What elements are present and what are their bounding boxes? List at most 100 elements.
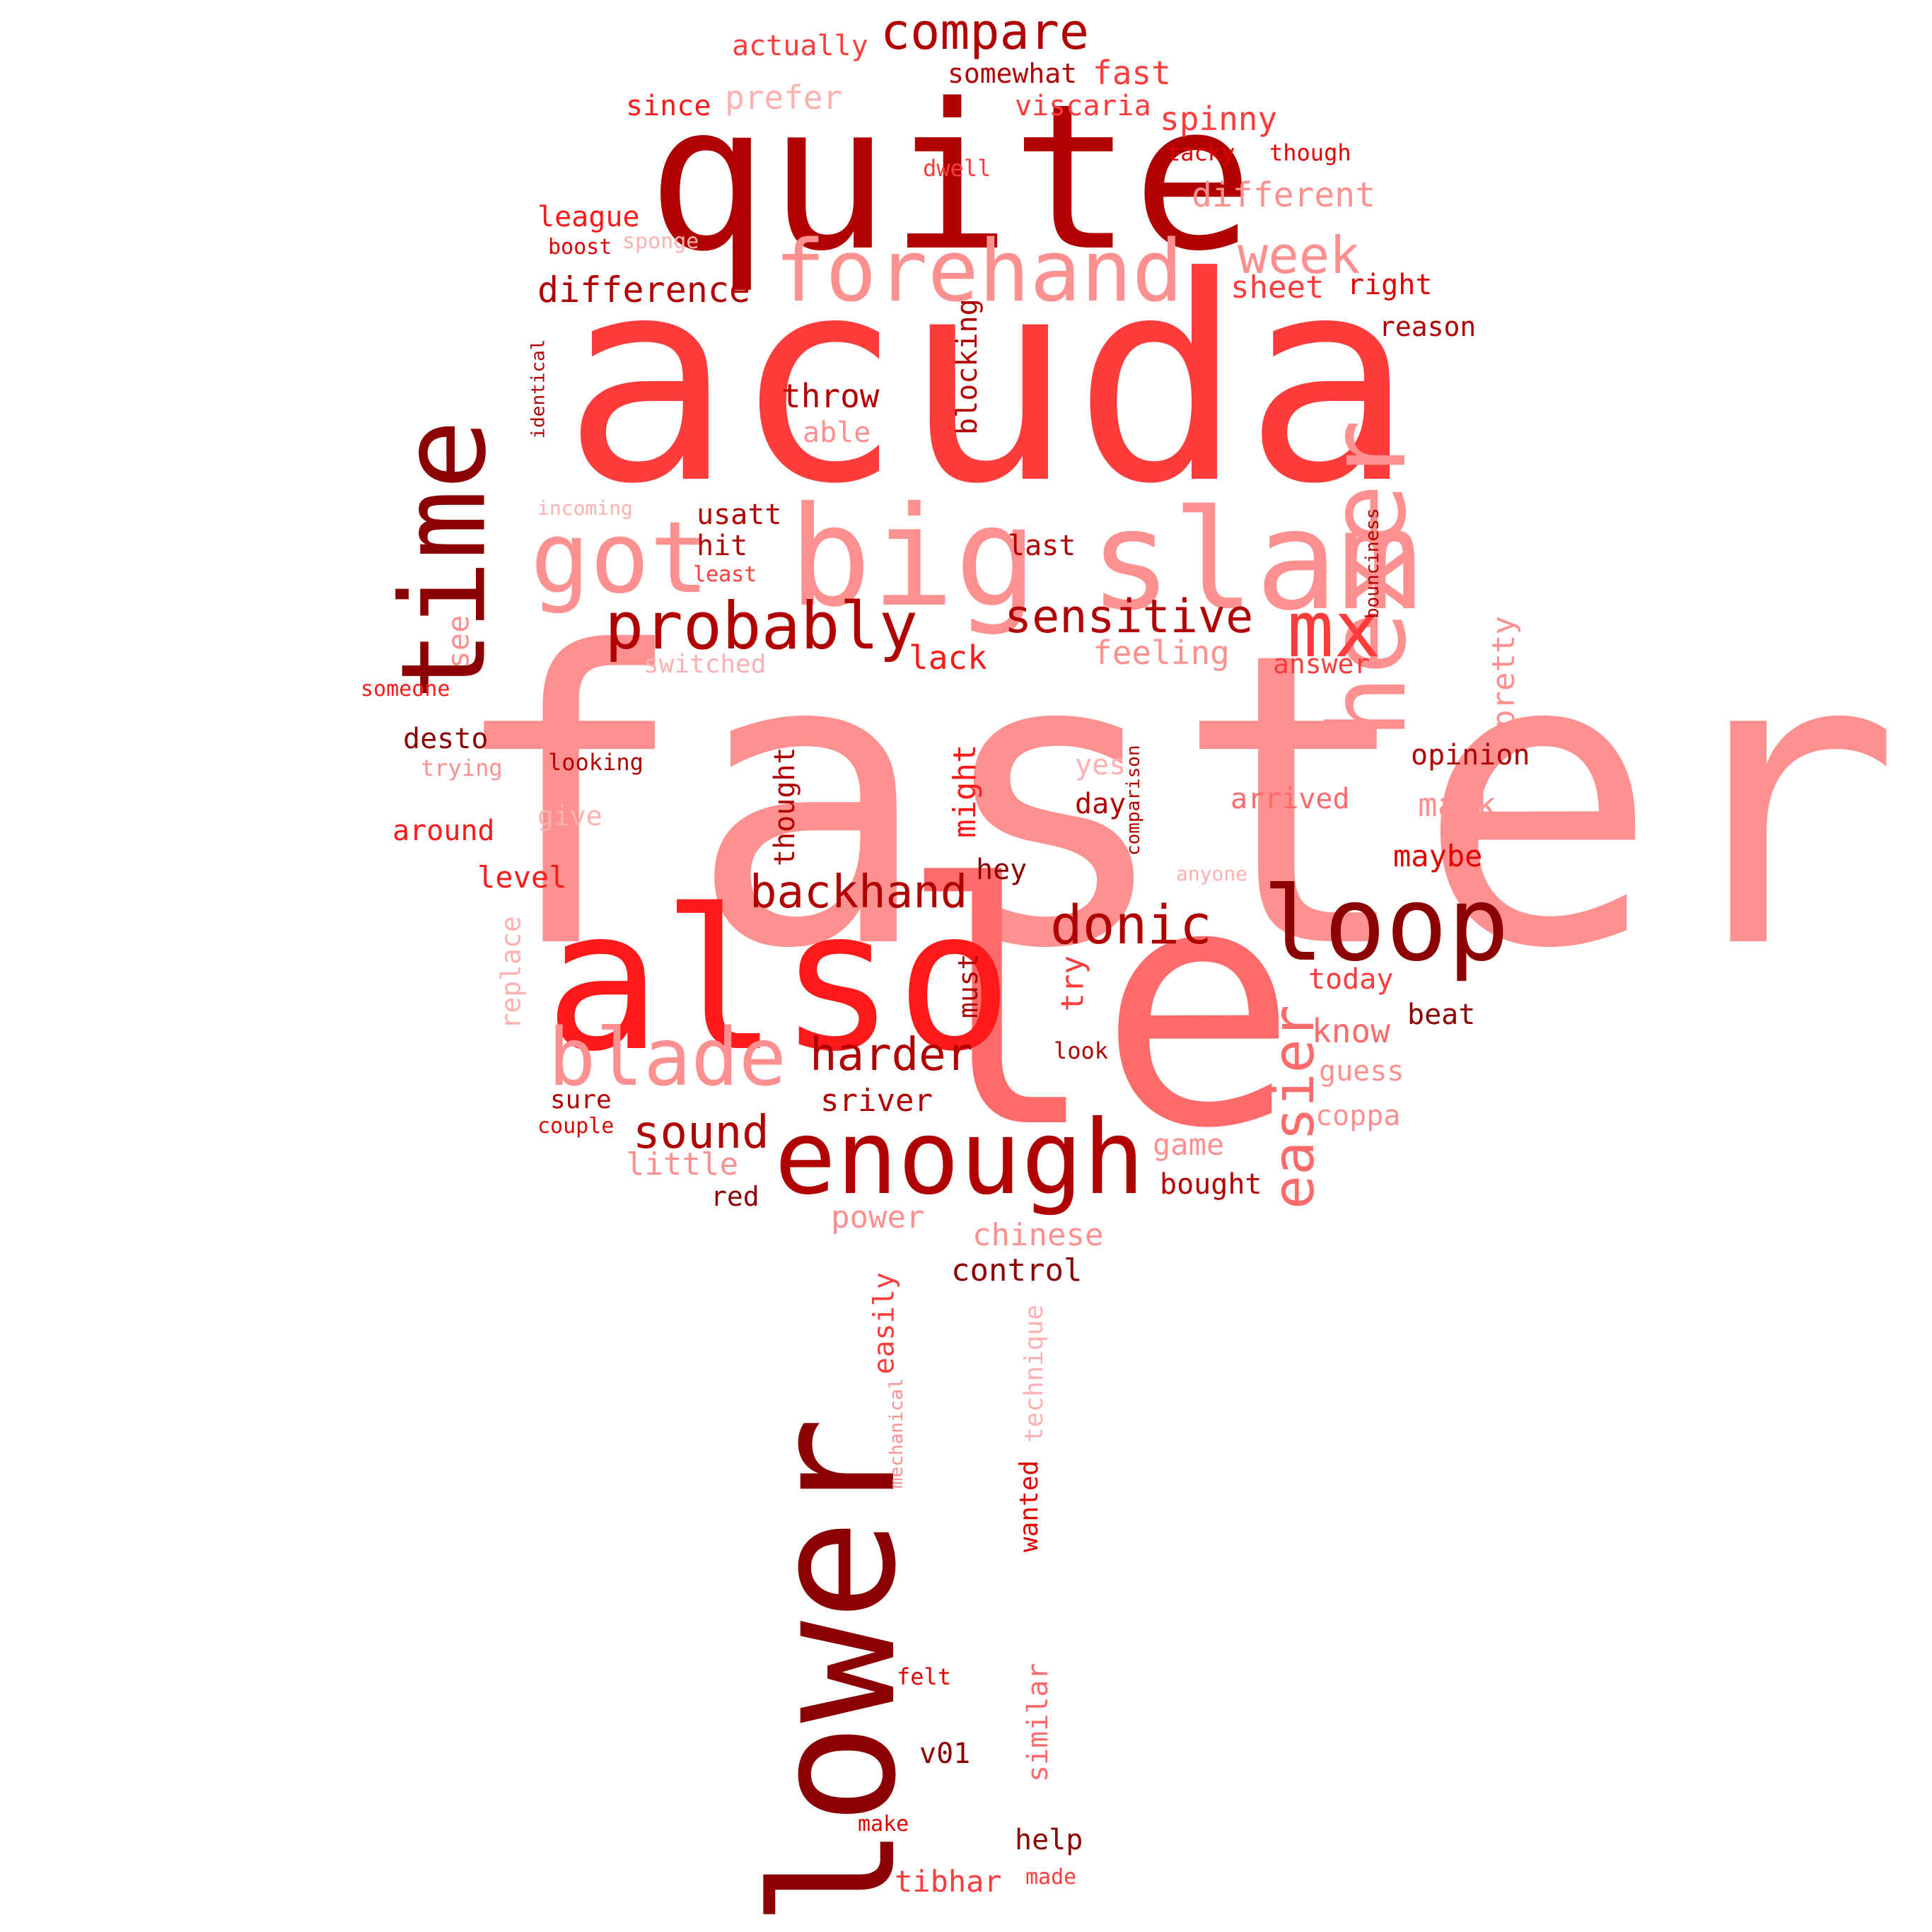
word-know: know — [1312, 1012, 1390, 1050]
word-chinese: chinese — [972, 1217, 1104, 1253]
word-must: must — [953, 953, 984, 1018]
word-level: level — [477, 860, 567, 895]
word-blocking: blocking — [951, 298, 984, 435]
word-actually: actually — [732, 30, 868, 62]
word-comparison: comparison — [1123, 745, 1144, 856]
word-difference: difference — [537, 269, 751, 310]
word-big: big — [788, 477, 1038, 637]
word-slam: slam — [1089, 480, 1421, 641]
word-around: around — [392, 815, 495, 847]
word-look: look — [1054, 1037, 1109, 1064]
word-replace: replace — [495, 915, 526, 1029]
word-felt: felt — [897, 1663, 952, 1690]
word-backhand: backhand — [750, 866, 968, 919]
word-try: try — [1054, 955, 1090, 1011]
word-identical: identical — [528, 339, 549, 438]
word-acuda: acuda — [562, 217, 1414, 546]
word-enough: enough — [774, 1098, 1145, 1218]
word-control: control — [951, 1252, 1083, 1288]
word-since: since — [626, 90, 711, 122]
word-today: today — [1308, 963, 1394, 996]
word-le: le — [898, 814, 1298, 1201]
word-least: least — [693, 562, 757, 587]
word-coppa: coppa — [1315, 1100, 1401, 1132]
word-throw: throw — [781, 377, 880, 415]
word-sponge: sponge — [622, 229, 699, 254]
word-switched: switched — [644, 650, 767, 679]
word-loop: loop — [1262, 865, 1510, 984]
word-viscaria: viscaria — [1015, 90, 1151, 122]
word-game: game — [1153, 1127, 1225, 1162]
word-sriver: sriver — [820, 1083, 933, 1119]
word-bought: bought — [1160, 1168, 1262, 1201]
word-able: able — [803, 417, 871, 449]
word-harder: harder — [810, 1029, 974, 1081]
word-anyone: anyone — [1176, 862, 1248, 885]
word-mark: mark — [1418, 786, 1496, 824]
word-donic: donic — [1050, 893, 1212, 956]
word-power: power — [831, 1199, 925, 1235]
word-compare: compare — [880, 3, 1090, 61]
word-somewhat: somewhat — [948, 58, 1078, 89]
word-different: different — [1192, 175, 1376, 215]
word-desto: desto — [403, 723, 489, 755]
word-lack: lack — [909, 639, 987, 677]
word-bounciness: bounciness — [1362, 508, 1383, 619]
word-thought: thought — [769, 747, 801, 866]
word-also: also — [545, 868, 1013, 1094]
word-usatt: usatt — [697, 499, 782, 531]
word-week: week — [1238, 226, 1361, 285]
word-answer: answer — [1273, 648, 1371, 680]
word-feeling: feeling — [1093, 634, 1230, 672]
word-similar: similar — [1022, 1663, 1054, 1782]
word-guess: guess — [1319, 1055, 1404, 1088]
word-tacky: tacky — [1167, 139, 1235, 166]
word-slower: slower — [735, 1416, 933, 1932]
word-reason: reason — [1379, 311, 1477, 342]
word-sure: sure — [550, 1086, 612, 1115]
word-help: help — [1015, 1824, 1083, 1856]
word-hit: hit — [697, 530, 748, 562]
word-trying: trying — [421, 755, 503, 781]
word-might: might — [947, 744, 983, 838]
word-though: though — [1269, 139, 1351, 166]
word-see: see — [441, 615, 475, 668]
word-forum: forum — [543, 723, 624, 754]
word-mx: mx — [1287, 584, 1381, 675]
word-got: got — [530, 501, 709, 616]
word-forehand: forehand — [774, 223, 1183, 321]
word-couple: couple — [537, 1114, 615, 1139]
word-hey: hey — [976, 854, 1028, 886]
word-quite: quite — [647, 61, 1254, 296]
word-last: last — [1008, 530, 1076, 562]
word-beat: beat — [1407, 999, 1476, 1031]
word-fast: fast — [1093, 54, 1171, 92]
word-boost: boost — [548, 235, 612, 260]
word-sound: sound — [633, 1107, 769, 1159]
word-red: red — [711, 1181, 760, 1212]
word-make: make — [858, 1812, 909, 1837]
word-league: league — [537, 201, 640, 233]
word-easily: easily — [868, 1271, 900, 1375]
word-mechanical: mechanical — [886, 1378, 907, 1489]
word-maybe: maybe — [1393, 839, 1483, 873]
word-incoming: incoming — [537, 496, 633, 520]
word-little: little — [626, 1146, 738, 1182]
word-made: made — [1025, 1865, 1077, 1890]
word-wanted: wanted — [1015, 1460, 1044, 1552]
word-right: right — [1347, 269, 1433, 301]
word-technique: technique — [1020, 1304, 1049, 1443]
word-looking: looking — [548, 749, 644, 776]
word-opinion: opinion — [1411, 739, 1530, 772]
word-day: day — [1075, 788, 1127, 820]
word-sensitive: sensitive — [1004, 590, 1254, 644]
word-dwell: dwell — [923, 155, 991, 182]
word-arrived: arrived — [1230, 783, 1350, 815]
word-sheet: sheet — [1230, 269, 1325, 305]
word-yes: yes — [1075, 749, 1127, 781]
word-blade: blade — [548, 1012, 787, 1104]
word-faster: faster — [446, 568, 1902, 1037]
word-v01: v01 — [919, 1738, 971, 1770]
word-tibhar: tibhar — [895, 1864, 1002, 1899]
